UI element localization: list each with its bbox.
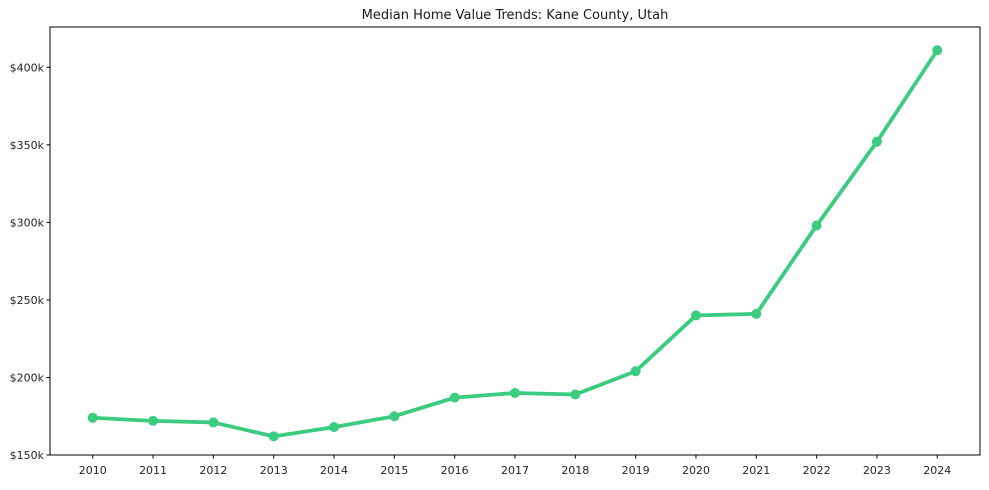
y-tick-label: $150k bbox=[10, 449, 45, 462]
x-tick-label: 2016 bbox=[441, 464, 469, 477]
x-tick-label: 2023 bbox=[863, 464, 891, 477]
data-point-2012 bbox=[208, 417, 219, 428]
y-tick-label: $400k bbox=[10, 61, 45, 74]
x-tick-label: 2024 bbox=[923, 464, 951, 477]
x-tick-label: 2011 bbox=[139, 464, 167, 477]
home-value-series-line bbox=[90, 48, 940, 439]
data-point-2017 bbox=[510, 387, 520, 398]
x-tick-label: 2013 bbox=[260, 464, 288, 477]
data-point-2010 bbox=[87, 412, 98, 423]
x-tick-label: 2012 bbox=[199, 464, 227, 477]
data-point-2024 bbox=[932, 45, 943, 56]
x-tick-label: 2014 bbox=[320, 464, 348, 477]
data-point-2022 bbox=[811, 220, 822, 231]
x-tick-label: 2021 bbox=[742, 464, 770, 477]
x-tick-label: 2010 bbox=[79, 464, 107, 477]
data-point-2011 bbox=[148, 415, 159, 426]
y-tick-label: $250k bbox=[10, 294, 45, 307]
x-tick-label: 2017 bbox=[501, 464, 529, 477]
data-point-2023 bbox=[871, 136, 882, 147]
data-point-2015 bbox=[389, 411, 400, 422]
data-point-2020 bbox=[690, 310, 701, 321]
chart-title: Median Home Value Trends: Kane County, U… bbox=[362, 8, 669, 23]
data-point-2014 bbox=[329, 422, 340, 433]
y-tick-label: $350k bbox=[10, 139, 45, 152]
x-tick-label: 2015 bbox=[380, 464, 408, 477]
x-tick-label: 2022 bbox=[803, 464, 831, 477]
y-tick-label: $200k bbox=[10, 371, 45, 384]
data-point-2021 bbox=[751, 308, 762, 319]
y-tick-label: $300k bbox=[10, 216, 45, 229]
data-point-2018 bbox=[570, 389, 581, 400]
data-point-2016 bbox=[449, 392, 460, 403]
data-point-2019 bbox=[630, 366, 641, 377]
x-tick-label: 2020 bbox=[682, 464, 710, 477]
x-tick-label: 2019 bbox=[622, 464, 650, 477]
data-point-2013 bbox=[268, 431, 279, 442]
x-tick-label: 2018 bbox=[561, 464, 589, 477]
